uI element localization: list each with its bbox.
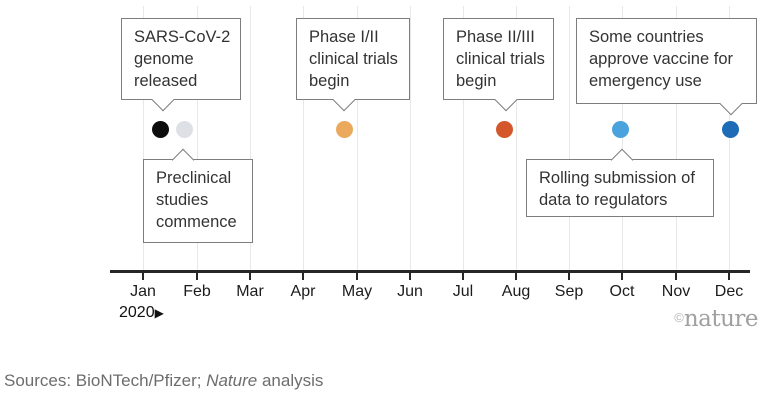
month-label-jul: Jul [452,283,474,300]
gridline-feb [197,6,198,270]
month-label-jan: Jan [130,283,156,300]
tick-jun [409,273,411,280]
month-label-jun: Jun [397,283,423,300]
month-label-feb: Feb [183,283,211,300]
x-axis-line [110,270,750,273]
event-dot-rolling-submission [612,121,629,138]
callout-genome-released-label: SARS-CoV-2 genome released [134,28,231,90]
month-label-aug: Aug [501,283,531,300]
month-label-sep: Sep [554,283,584,300]
gridline-aug [516,6,517,270]
gridline-jun [410,6,411,270]
callout-rolling-submission-label: Rolling submission of data to regulators [539,169,695,209]
callout-phase-2-3-trials: Phase II/III clinical trials begin [443,18,554,111]
gridline-may [357,6,358,270]
month-label-may: May [341,283,373,300]
sources-note: Sources: BioNTech/Pfizer; Nature analysi… [4,371,324,390]
callout-phase-1-2-label: Phase I/II clinical trials begin [309,28,398,90]
nature-watermark: ©nature [674,306,758,332]
callout-rolling-submission: Rolling submission of data to regulators [526,148,714,217]
gridline-apr [303,6,304,270]
event-dot-genome-released [152,121,169,138]
event-dot-phase-2-3-trials [496,121,513,138]
callout-pointer-down-icon [494,88,518,111]
tick-may [356,273,358,280]
nature-logo: nature [683,306,759,332]
callout-preclinical-studies: Preclinical studies commence [143,148,253,243]
gridline-jan [143,6,144,270]
gridline-nov [676,6,677,270]
tick-mar [249,273,251,280]
year-arrow-icon: ▶ [154,306,164,320]
tick-feb [196,273,198,280]
month-label-mar: Mar [236,283,264,300]
gridline-oct [622,6,623,270]
copyright-icon: © [674,310,684,325]
callout-pointer-down-icon [151,88,175,111]
month-label-apr: Apr [290,283,316,300]
tick-oct [621,273,623,280]
callout-emergency-approval: Some countries approve vaccine for emerg… [576,18,757,115]
callout-phase-1-2-trials: Phase I/II clinical trials begin [296,18,410,111]
tick-apr [302,273,304,280]
tick-nov [675,273,677,280]
month-label-oct: Oct [609,283,635,300]
event-dot-phase-1-2-trials [336,121,353,138]
gridline-dec [729,6,730,270]
callout-preclinical-label: Preclinical studies commence [156,169,237,231]
callout-pointer-down-icon [719,92,743,115]
month-label-nov: Nov [661,283,691,300]
callout-pointer-up-icon [171,148,195,171]
event-dot-emergency-approval [722,121,739,138]
callout-pointer-down-icon [332,88,356,111]
gridline-mar [250,6,251,270]
tick-aug [515,273,517,280]
year-label: 2020▶ [119,304,164,321]
callout-phase-2-3-label: Phase II/III clinical trials begin [456,28,545,90]
event-dot-preclinical-studies [176,121,193,138]
gridline-sep [569,6,570,270]
month-label-dec: Dec [714,283,744,300]
callout-emergency-approval-label: Some countries approve vaccine for emerg… [589,28,733,90]
tick-jan [142,273,144,280]
tick-dec [728,273,730,280]
callout-pointer-up-icon [610,148,634,171]
tick-jul [462,273,464,280]
tick-sep [568,273,570,280]
gridline-jul [463,6,464,270]
callout-genome-released: SARS-CoV-2 genome released [121,18,241,111]
